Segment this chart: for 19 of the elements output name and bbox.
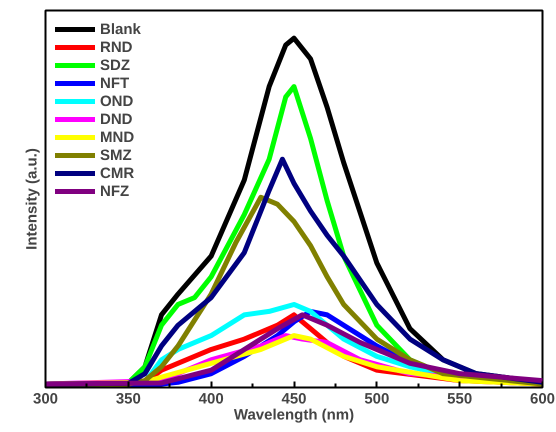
- x-tick-label: 400: [198, 390, 224, 408]
- legend-label: NFZ: [100, 182, 130, 200]
- legend-label: DND: [100, 110, 132, 128]
- x-tick-label: 350: [116, 390, 141, 408]
- legend-label: MND: [100, 128, 134, 146]
- x-tick-label: 600: [530, 390, 556, 408]
- y-axis-title: Intensity (a.u.): [24, 148, 40, 250]
- legend-label: OND: [100, 92, 134, 110]
- legend-label: Blank: [100, 20, 141, 38]
- legend-label: SMZ: [100, 146, 132, 164]
- legend-label: RND: [100, 38, 132, 56]
- x-tick-label: 500: [364, 390, 390, 408]
- x-axis-title: Wavelength (nm): [234, 406, 354, 424]
- legend-label: SDZ: [100, 56, 130, 74]
- x-tick-label: 300: [32, 390, 58, 408]
- x-tick-label: 450: [281, 390, 307, 408]
- x-tick-label: 550: [447, 390, 472, 408]
- legend-label: CMR: [100, 164, 134, 182]
- legend-label: NFT: [100, 74, 130, 92]
